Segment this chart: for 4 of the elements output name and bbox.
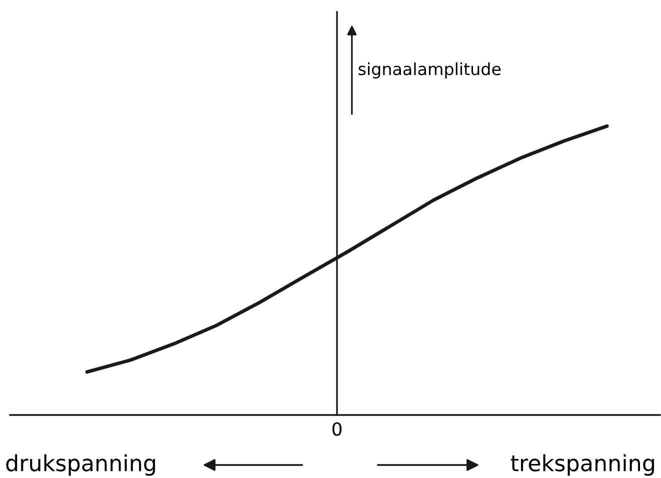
y-axis-title: signaalamplitude: [358, 62, 501, 78]
text: 0: [332, 422, 342, 436]
text: drukspanning: [6, 454, 156, 476]
text: trekspanning: [510, 454, 654, 476]
